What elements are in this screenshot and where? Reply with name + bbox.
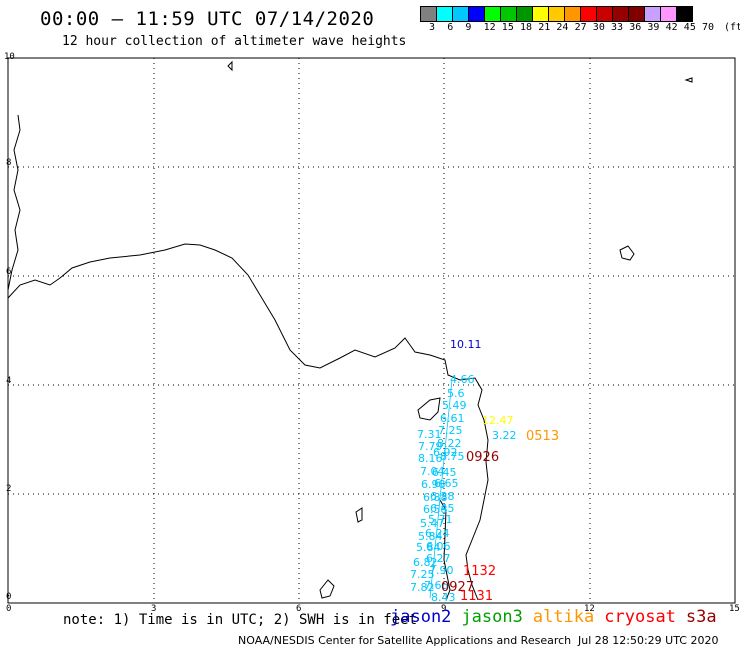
y-tick: 4	[6, 376, 12, 386]
footer-note: note: 1) Time is in UTC; 2) SWH is in fe…	[63, 612, 418, 628]
scale-label: 18	[520, 22, 533, 33]
wave-height-label: 6.06	[426, 540, 451, 553]
satellite-legend-item: cryosat	[604, 607, 676, 627]
wave-height-label: 7.04	[420, 465, 445, 478]
map-grid	[8, 58, 735, 603]
wave-height-label: 6.88	[423, 491, 448, 504]
scale-label: 6	[447, 22, 454, 33]
y-tick: 2	[6, 484, 12, 494]
color-scale-labels: 3 6 9 12 15 18 21 24 27 30 33 36 39 42 45 70	[421, 22, 740, 36]
wave-height-label: 1132	[463, 564, 496, 579]
wave-height-label: 7.82	[410, 581, 435, 594]
x-tick: 6	[296, 604, 302, 614]
wave-height-label: 8.22	[437, 437, 462, 450]
color-scale-legend	[420, 6, 693, 22]
wave-height-label: 6.82	[413, 556, 438, 569]
satellite-legend-item: altika	[532, 607, 595, 627]
wave-height-label: 6.24	[425, 527, 450, 540]
wave-height-label: 0513	[526, 429, 559, 444]
x-tick: 3	[151, 604, 157, 614]
wave-height-label: 3.22	[492, 429, 517, 442]
map-frame	[7, 57, 736, 604]
scale-label: 45	[683, 22, 696, 33]
x-tick: 12	[584, 604, 595, 614]
wave-height-label: 5.6	[447, 387, 465, 400]
scale-label: 12	[483, 22, 496, 33]
scale-label: 42	[665, 22, 678, 33]
coastline	[7, 60, 693, 601]
wave-height-label: 5.84	[416, 541, 441, 554]
scale-label: 9	[465, 22, 472, 33]
wave-height-label: 6.98	[421, 478, 446, 491]
y-tick: 6	[6, 267, 12, 277]
scale-label: 33	[611, 22, 624, 33]
wave-height-label: 1131	[460, 589, 493, 604]
wave-height-label: 0927	[441, 580, 474, 595]
wave-height-label: 4.66	[450, 373, 475, 386]
scale-label: 70	[702, 22, 715, 33]
wave-height-label: 8.16	[418, 452, 443, 465]
wave-height-label: 6.65	[434, 477, 459, 490]
satellite-legend: jason2 jason3 altika cryosat s3a	[390, 607, 717, 627]
satellite-legend-item: jason2	[390, 607, 452, 627]
scale-label: 21	[538, 22, 551, 33]
generated-timestamp: Jul 28 12:50:29 UTC 2020	[578, 634, 719, 647]
scale-label: 30	[592, 22, 605, 33]
scale-label: 27	[574, 22, 587, 33]
wave-height-label: 5.47	[420, 517, 445, 530]
wave-height-label: 6.61	[440, 412, 465, 425]
wave-height-label: 8.75	[440, 450, 465, 463]
scale-label: 36	[629, 22, 642, 33]
satellite-tracks	[429, 379, 453, 599]
wave-height-label: 7.31	[417, 428, 442, 441]
observation-labels: 10.114.665.65.496.617.257.317.798.228.16…	[410, 338, 559, 604]
scale-swatch	[676, 6, 693, 22]
wave-height-label: 6.92	[433, 446, 458, 459]
wave-height-label: 7.66	[424, 579, 449, 592]
satellite-legend-item: jason3	[461, 607, 523, 627]
wave-height-label: 5.49	[442, 399, 467, 412]
scale-unit: (ft)	[724, 22, 740, 33]
scale-label: 24	[556, 22, 569, 33]
y-tick: 10	[4, 52, 15, 62]
wave-height-label: 6.45	[430, 502, 455, 515]
y-tick: 8	[6, 158, 12, 168]
x-tick: 0	[6, 604, 12, 614]
wave-height-label: 7.25	[410, 568, 435, 581]
y-tick: 0	[6, 592, 12, 602]
wave-height-label: 0926	[466, 450, 499, 465]
wave-height-label: 7.79	[418, 440, 443, 453]
scale-label: 15	[501, 22, 514, 33]
page-title: 00:00 – 11:59 UTC 07/14/2020	[40, 8, 375, 30]
wave-height-label: 6.27	[426, 552, 451, 565]
wave-height-label: 6.45	[432, 466, 457, 479]
wave-height-label: 6.38	[430, 490, 455, 503]
wave-height-label: 7.25	[438, 424, 463, 437]
wave-height-label: 10.11	[450, 338, 482, 351]
wave-height-label: 6.58	[423, 503, 448, 516]
scale-label: 39	[647, 22, 660, 33]
wave-height-label: 12.47	[482, 414, 514, 427]
wave-height-label: 5.84	[418, 530, 443, 543]
satellite-legend-item: s3a	[685, 607, 717, 627]
wave-height-label: 7.90	[429, 564, 454, 577]
scale-label: 3	[429, 22, 436, 33]
wave-height-label: 8.43	[431, 591, 456, 604]
credit-text: NOAA/NESDIS Center for Satellite Applica…	[238, 634, 572, 647]
wave-height-label: 5.71	[428, 513, 453, 526]
x-tick: 15	[729, 604, 740, 614]
page-subtitle: 12 hour collection of altimeter wave hei…	[62, 34, 407, 49]
x-tick: 9	[441, 604, 447, 614]
